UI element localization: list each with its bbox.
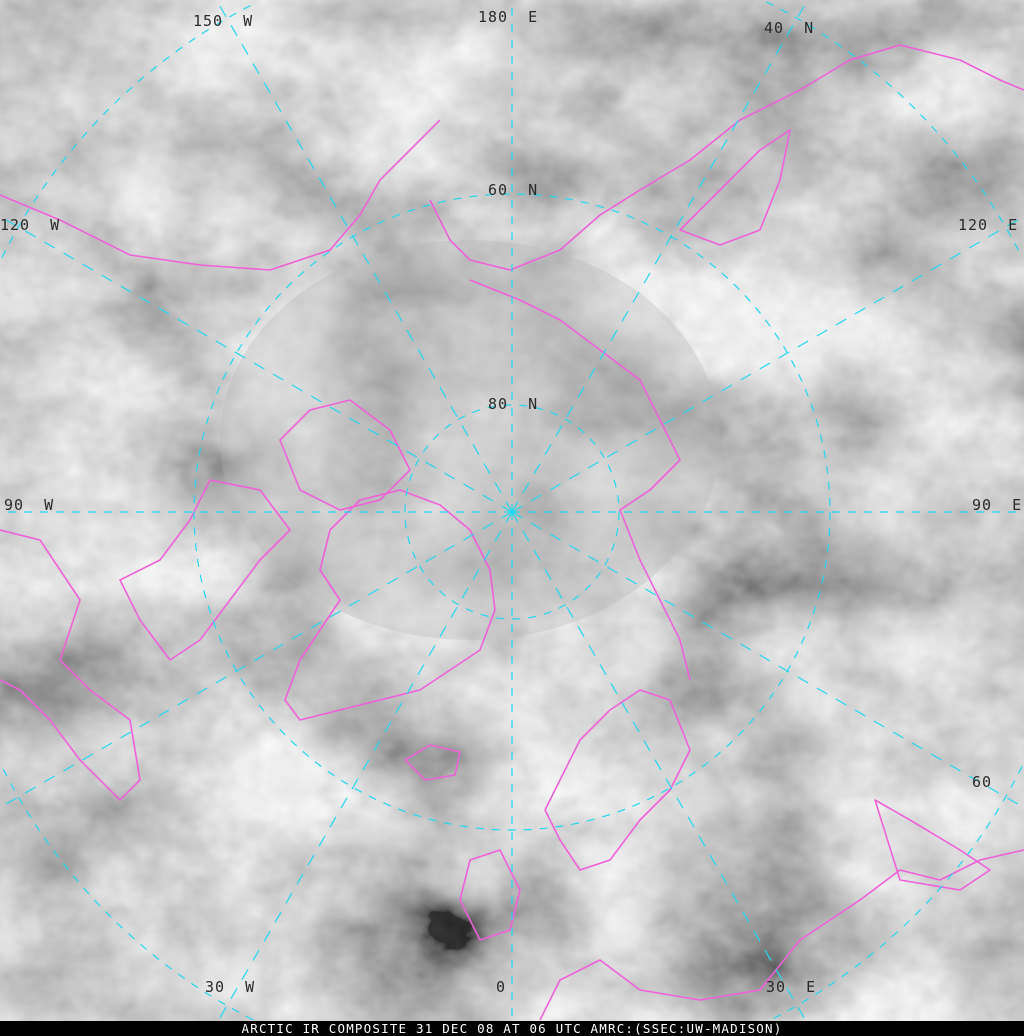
coastline-caspian (874, 799, 991, 891)
longitude-line (217, 511, 513, 1021)
coastline-siberia-north (469, 279, 691, 681)
label-150w: 150 W (193, 12, 254, 30)
coastline-hudson-labrador (0, 529, 141, 801)
label-30w: 30 W (205, 978, 256, 996)
label-40n: 40 N (764, 19, 815, 37)
label-120w: 120 W (0, 216, 61, 234)
coastline-canadian-archipelago (119, 399, 411, 661)
label-90e: 90 E (972, 496, 1023, 514)
latitude-circle (404, 404, 620, 620)
longitude-line (511, 511, 807, 1021)
coastline-greenland (284, 489, 496, 721)
longitude-line (511, 0, 809, 513)
label-60n: 60 N (488, 181, 539, 199)
longitude-line (0, 215, 513, 513)
longitude-line (0, 511, 513, 809)
coastline-europe (539, 849, 1024, 1021)
image-caption: ARCTIC IR COMPOSITE 31 DEC 08 AT 06 UTC … (0, 1021, 1024, 1036)
label-80n: 80 N (488, 395, 539, 413)
coastline-scandinavia (544, 689, 691, 871)
label-120e: 120 E (958, 216, 1019, 234)
label-90w: 90 W (4, 496, 55, 514)
label-0: 0 (496, 978, 507, 996)
label-30e: 30 E (766, 978, 817, 996)
central-arctic-haze (220, 240, 720, 640)
longitude-line (511, 511, 1024, 809)
coastline-siberia-east (429, 44, 1024, 271)
longitude-line (215, 0, 513, 513)
coastlines (0, 44, 1024, 1021)
coastline-iceland (404, 744, 461, 781)
label-60e: 60 (972, 773, 993, 791)
coastline-alaska (0, 119, 441, 271)
coastline-britain (459, 849, 521, 941)
label-180e: 180 E (478, 8, 539, 26)
longitude-line (511, 215, 1024, 513)
coastline-kamchatka (679, 129, 791, 246)
